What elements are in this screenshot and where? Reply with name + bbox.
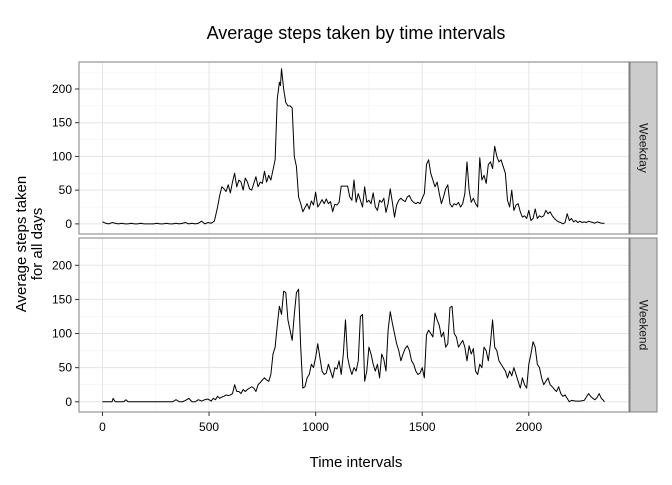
y-axis-label-line-1: Average steps taken (13, 176, 30, 312)
x-tick-label: 1000 (302, 420, 329, 434)
y-tick-label: 200 (52, 258, 72, 272)
facet-panel-weekday: 0 50 100 150 200 Weekday (52, 61, 658, 235)
x-tick-label: 1500 (409, 420, 436, 434)
panel-border (78, 237, 630, 413)
y-tick-label: 50 (59, 361, 73, 375)
strip-label: Weekday (637, 123, 651, 173)
facet-strip-weekend: Weekend (629, 237, 658, 413)
y-tick-label: 50 (59, 183, 73, 197)
facet-panel-weekend: 0 50 100 150 200 Weekend (52, 237, 658, 413)
y-tick-label: 100 (52, 327, 72, 341)
strip-background (629, 237, 658, 413)
x-axis: 0 500 1000 1500 2000 (99, 412, 542, 434)
y-tick-label: 0 (65, 395, 72, 409)
y-axis-label-line-2: for all days (29, 208, 46, 281)
facet-strip-weekday: Weekday (629, 61, 658, 235)
facets-layer: 0 50 100 150 200 Weekday 0 50 100 150 200 Weekend (52, 61, 658, 413)
chart-title: Average steps taken by time intervals (207, 23, 506, 43)
panel-background (79, 62, 629, 234)
series-line-weekend (102, 288, 605, 403)
y-tick-label: 100 (52, 149, 72, 163)
strip-label: Weekend (637, 300, 651, 350)
y-tick-label: 150 (52, 292, 72, 306)
y-tick-label: 150 (52, 116, 72, 130)
x-tick-label: 0 (99, 420, 106, 434)
panel-background (79, 238, 629, 412)
strip-background (629, 61, 658, 235)
panel-border (78, 61, 630, 235)
x-tick-label: 500 (199, 420, 219, 434)
x-tick-label: 2000 (515, 420, 542, 434)
x-axis-label: Time intervals (310, 454, 403, 471)
y-tick-label: 0 (65, 217, 72, 231)
y-tick-label: 200 (52, 82, 72, 96)
series-line-weekday (102, 68, 605, 225)
